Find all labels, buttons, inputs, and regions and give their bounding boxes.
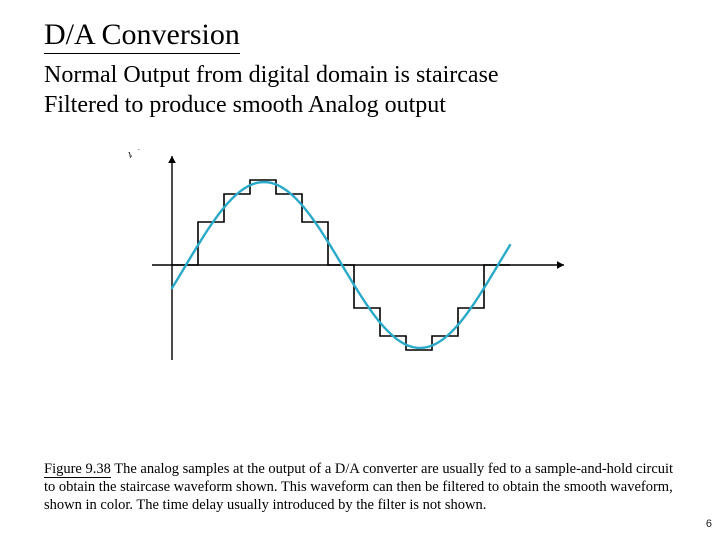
subtitle-line-1: Normal Output from digital domain is sta… bbox=[44, 60, 499, 90]
figure-number: Figure 9.38 bbox=[44, 461, 111, 478]
figure-caption: Figure 9.38 The analog samples at the ou… bbox=[44, 460, 680, 514]
da-waveform-figure bbox=[132, 150, 582, 380]
page-number: 6 bbox=[706, 518, 712, 530]
page-title: D/A Conversion bbox=[44, 18, 240, 54]
caption-body: The analog samples at the output of a D/… bbox=[44, 461, 673, 513]
subtitle-line-2: Filtered to produce smooth Analog output bbox=[44, 90, 499, 120]
waveform-svg bbox=[132, 150, 582, 380]
page-subtitle: Normal Output from digital domain is sta… bbox=[44, 60, 499, 120]
